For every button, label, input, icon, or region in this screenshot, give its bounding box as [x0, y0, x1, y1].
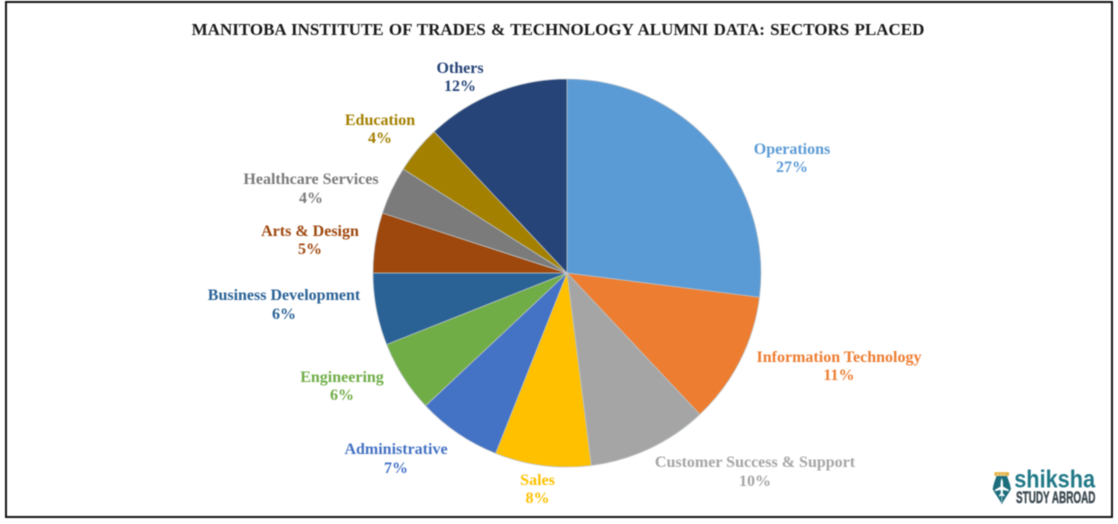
svg-text:shiksha: shiksha: [1014, 465, 1096, 493]
svg-text:STUDY ABROAD: STUDY ABROAD: [1016, 487, 1095, 507]
